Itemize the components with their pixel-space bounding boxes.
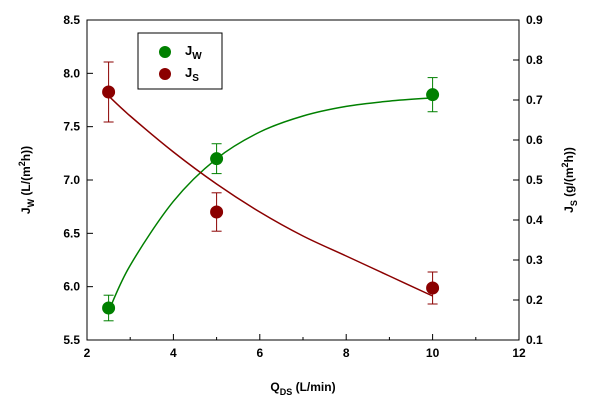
y-left-axis-title: JW (L/(m2h)) [17,146,36,214]
y-left-tick-label: 8.0 [63,66,80,80]
x-tick-label: 8 [343,346,350,360]
x-axis-title: QDS (L/min) [270,380,335,397]
y-right-title-tail-a: (g/(m [562,167,576,200]
y-left-title-main: J [19,207,33,214]
legend-label-jw: JW [185,43,202,62]
legend-box [137,32,223,90]
fit-curve-jw [107,97,433,312]
y-right-axis-title: JS (g/(m2h)) [560,147,579,213]
data-point-jw [426,88,440,102]
y-left-tick-label: 8.5 [63,13,80,27]
x-tick-label: 6 [256,346,263,360]
y-left-tick-label: 5.5 [63,333,80,347]
y-left-title-sup: 2 [17,161,27,166]
y-left-tick-label: 7.5 [63,120,80,134]
y-right-tick-label: 0.2 [526,293,543,307]
y-left-tick-label: 6.5 [63,226,80,240]
x-tick-label: 4 [170,346,177,360]
data-point-js [210,205,224,219]
data-point-jw [102,301,116,315]
x-tick-label: 2 [84,346,91,360]
y-right-tick-label: 0.7 [526,93,543,107]
fit-curve-js [108,95,433,297]
y-right-tick-label: 0.3 [526,253,543,267]
y-right-tick-label: 0.1 [526,333,543,347]
x-axis-title-sub: DS [280,387,293,397]
y-right-title-main: J [562,206,576,213]
y-right-title-sup: 2 [560,162,570,167]
y-left-title-tail-a: (L/(m [19,166,33,199]
legend-marker-js [159,68,171,80]
x-tick-label: 12 [512,346,526,360]
legend-label-js-sub: S [192,73,199,84]
data-point-js [426,281,440,295]
legend-label-js: JS [185,65,199,84]
fit-curve-layer [107,95,433,312]
y-left-title-sub: W [26,198,36,207]
data-point-js [102,85,116,99]
y-right-tick-label: 0.4 [526,213,543,227]
x-axis-title-tail: (L/min) [292,380,335,394]
y-right-title-sub: S [569,200,579,206]
y-right-tick-label: 0.5 [526,173,543,187]
data-point-jw [210,152,224,166]
legend: JW JS [137,32,223,90]
legend-marker-jw [159,46,171,58]
y-right-tick-label: 0.9 [526,13,543,27]
legend-label-jw-main: J [185,43,192,58]
tick-label-layer: 2 4 6 8 10 12 5.5 6.0 6.5 7.0 7.5 8.0 8.5 0.1 0.2 0.3 0.… [63,13,543,360]
y-left-tick-label: 6.0 [63,280,80,294]
y-right-title-tail-b: h)) [562,147,576,162]
legend-label-js-main: J [185,65,192,80]
y-right-tick-label: 0.6 [526,133,543,147]
x-tick-label: 10 [426,346,440,360]
x-axis-title-main: Q [270,380,279,394]
y-left-title-tail-b: h)) [19,146,33,161]
legend-label-jw-sub: W [192,51,202,62]
y-left-tick-label: 7.0 [63,173,80,187]
y-right-tick-label: 0.8 [526,53,543,67]
plot-frame [86,19,520,341]
data-point-layer [102,85,440,315]
